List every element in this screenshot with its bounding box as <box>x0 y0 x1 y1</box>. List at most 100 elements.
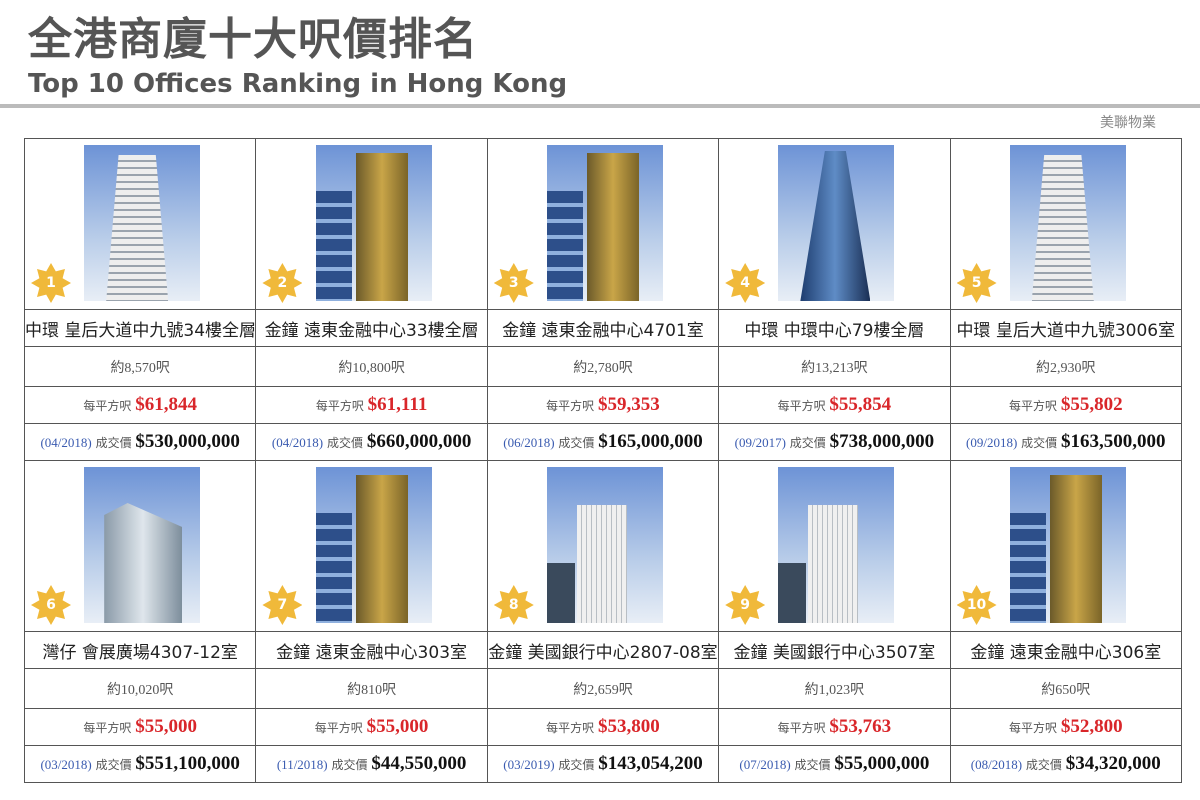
building-shape <box>546 563 575 623</box>
star-icon <box>493 263 534 303</box>
psf-label: 每平方呎 <box>546 399 595 413</box>
page-title: 全港商廈十大呎價排名 <box>28 14 478 65</box>
transaction-date: (09/2018) <box>966 435 1018 450</box>
office-photo-cell: 6 <box>23 460 257 632</box>
price-per-sqft: 每平方呎 $55,854 <box>718 386 951 424</box>
price-label: 成交價 <box>558 436 595 450</box>
office-name: 金鐘 遠東金融中心4701室 <box>486 309 720 347</box>
building-photo <box>84 467 201 623</box>
office-name: 中環 皇后大道中九號34樓全層 <box>23 309 257 347</box>
price-value: $34,320,000 <box>1065 753 1161 774</box>
rank-badge: 10 <box>956 585 997 625</box>
price-label: 成交價 <box>95 436 132 450</box>
office-name: 金鐘 遠東金融中心306室 <box>949 631 1183 669</box>
office-area: 約13,213呎 <box>718 346 951 387</box>
transaction-price: (09/2018) 成交價 $163,500,000 <box>949 423 1183 461</box>
rank-number: 2 <box>277 275 288 291</box>
star-icon <box>725 585 766 625</box>
ranking-table: 1 2 3 4 5 中環 皇后大道中九號34樓全層 金鐘 遠東金融中心33樓全層 金鐘 遠東金… <box>23 138 1183 783</box>
psf-label: 每平方呎 <box>83 721 132 735</box>
building-shape <box>104 503 183 623</box>
office-photo-cell: 5 <box>949 138 1183 310</box>
office-area: 約10,020呎 <box>23 668 257 709</box>
building-shape <box>1049 475 1102 623</box>
page-subtitle: Top 10 Offices Ranking in Hong Kong <box>28 69 568 99</box>
transaction-price: (11/2018) 成交價 $44,550,000 <box>255 745 488 783</box>
psf-label: 每平方呎 <box>314 721 363 735</box>
rank-badge: 5 <box>956 263 997 303</box>
building-shape <box>800 151 871 301</box>
office-name: 金鐘 遠東金融中心303室 <box>255 631 488 669</box>
price-per-sqft: 每平方呎 $55,802 <box>949 386 1183 424</box>
psf-label: 每平方呎 <box>1008 399 1057 413</box>
psf-value: $55,000 <box>366 716 429 737</box>
building-shape <box>315 191 352 301</box>
transaction-date: (09/2017) <box>734 435 786 450</box>
price-label: 成交價 <box>1021 436 1058 450</box>
office-photo-cell: 2 <box>255 138 488 310</box>
star-icon <box>31 585 71 625</box>
rank-badge: 4 <box>725 263 766 303</box>
star-icon <box>31 263 71 303</box>
office-name: 金鐘 遠東金融中心33樓全層 <box>255 309 488 347</box>
watermark: 美聯物業 <box>1100 115 1156 131</box>
building-shape <box>546 191 583 301</box>
transaction-price: (06/2018) 成交價 $165,000,000 <box>486 423 720 461</box>
psf-value: $53,763 <box>829 716 892 737</box>
office-area: 約810呎 <box>255 668 488 709</box>
price-label: 成交價 <box>1025 758 1062 772</box>
price-per-sqft: 每平方呎 $61,111 <box>255 386 488 424</box>
table-row-img: 6 7 8 9 10 <box>23 460 1183 632</box>
transaction-price: (09/2017) 成交價 $738,000,000 <box>718 423 951 461</box>
psf-value: $53,800 <box>598 716 660 737</box>
building-photo <box>1009 145 1126 301</box>
building-shape <box>1009 513 1046 623</box>
office-photo-cell: 1 <box>23 138 257 310</box>
psf-value: $55,000 <box>135 716 197 737</box>
transaction-date: (04/2018) <box>40 435 92 450</box>
psf-value: $55,854 <box>829 394 892 415</box>
price-label: 成交價 <box>558 758 595 772</box>
price-value: $163,500,000 <box>1061 431 1166 452</box>
psf-value: $59,353 <box>598 394 660 415</box>
transaction-price: (04/2018) 成交價 $530,000,000 <box>23 423 257 461</box>
rank-badge: 3 <box>493 263 534 303</box>
rank-number: 7 <box>277 597 288 613</box>
price-value: $143,054,200 <box>598 753 703 774</box>
building-photo <box>546 467 663 623</box>
psf-value: $52,800 <box>1060 716 1123 737</box>
transaction-date: (06/2018) <box>503 435 555 450</box>
transaction-price: (03/2018) 成交價 $551,100,000 <box>23 745 257 783</box>
table-row-area: 約10,020呎 約810呎 約2,659呎 約1,023呎 約650呎 <box>23 668 1183 709</box>
price-per-sqft: 每平方呎 $55,000 <box>23 708 257 746</box>
star-icon <box>493 585 534 625</box>
psf-label: 每平方呎 <box>83 399 132 413</box>
rank-badge: 6 <box>31 585 71 625</box>
psf-value: $61,111 <box>367 394 428 415</box>
price-value: $660,000,000 <box>366 431 472 452</box>
building-photo <box>778 145 895 301</box>
table-row-psf: 每平方呎 $55,000 每平方呎 $55,000 每平方呎 $53,800 每平方呎… <box>23 708 1183 746</box>
building-shape <box>106 155 169 301</box>
building-photo <box>1009 467 1126 623</box>
price-per-sqft: 每平方呎 $52,800 <box>949 708 1183 746</box>
price-per-sqft: 每平方呎 $61,844 <box>23 386 257 424</box>
office-photo-cell: 4 <box>718 138 951 310</box>
table-row-psf: 每平方呎 $61,844 每平方呎 $61,111 每平方呎 $59,353 每平方呎… <box>23 386 1183 424</box>
table-row-area: 約8,570呎 約10,800呎 約2,780呎 約13,213呎 約2,930呎 <box>23 346 1183 387</box>
price-per-sqft: 每平方呎 $53,763 <box>718 708 951 746</box>
price-label: 成交價 <box>95 758 132 772</box>
building-shape <box>355 153 408 301</box>
building-photo <box>84 145 201 301</box>
building-shape <box>355 475 408 623</box>
office-name: 中環 中環中心79樓全層 <box>718 309 951 347</box>
star-icon <box>262 585 303 625</box>
psf-label: 每平方呎 <box>1008 721 1057 735</box>
psf-label: 每平方呎 <box>546 721 595 735</box>
office-area: 約2,930呎 <box>949 346 1183 387</box>
table-row-price: (04/2018) 成交價 $530,000,000 (04/2018) 成交價 … <box>23 423 1183 461</box>
office-area: 約2,780呎 <box>486 346 720 387</box>
psf-value: $55,802 <box>1060 394 1123 415</box>
price-value: $165,000,000 <box>598 431 703 452</box>
rank-badge: 8 <box>493 585 534 625</box>
